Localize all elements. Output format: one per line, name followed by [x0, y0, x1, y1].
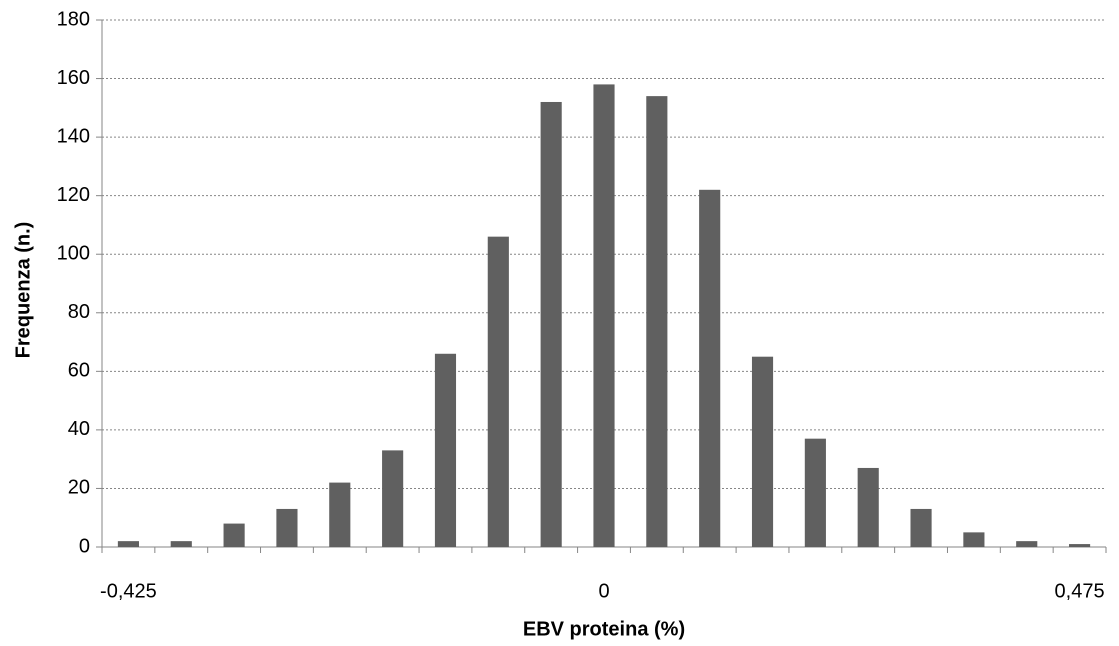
x-tick-label: -0,425 — [100, 580, 157, 602]
bar — [223, 523, 245, 547]
y-tick-label: 40 — [68, 418, 90, 440]
bar — [1069, 544, 1091, 547]
bar — [170, 541, 192, 547]
bar — [487, 236, 509, 547]
y-tick-label: 20 — [68, 477, 90, 499]
bar — [382, 450, 404, 547]
y-tick-label: 160 — [57, 67, 90, 89]
bar — [117, 541, 139, 547]
bar — [276, 508, 298, 547]
y-tick-label: 100 — [57, 243, 90, 265]
y-tick-label: 180 — [57, 8, 90, 30]
y-tick-label: 60 — [68, 360, 90, 382]
y-tick-label: 140 — [57, 125, 90, 147]
bar — [329, 482, 351, 547]
bar — [910, 508, 932, 547]
bar — [699, 189, 721, 548]
y-tick-label: 120 — [57, 184, 90, 206]
bar — [646, 96, 668, 547]
bar — [804, 438, 826, 547]
x-tick-label: 0 — [598, 580, 609, 602]
bar — [540, 101, 562, 547]
y-tick-label: 0 — [79, 535, 90, 557]
bar — [963, 532, 985, 547]
bar — [434, 353, 457, 547]
bar — [751, 356, 774, 547]
y-axis-label: Frequenza (n.) — [12, 222, 34, 359]
y-tick-label: 80 — [68, 301, 90, 323]
bar — [593, 84, 615, 548]
bar — [857, 467, 879, 547]
x-tick-label: 0,475 — [1055, 580, 1105, 602]
x-axis-label: EBV proteina (%) — [523, 618, 685, 640]
bar — [1016, 541, 1038, 547]
